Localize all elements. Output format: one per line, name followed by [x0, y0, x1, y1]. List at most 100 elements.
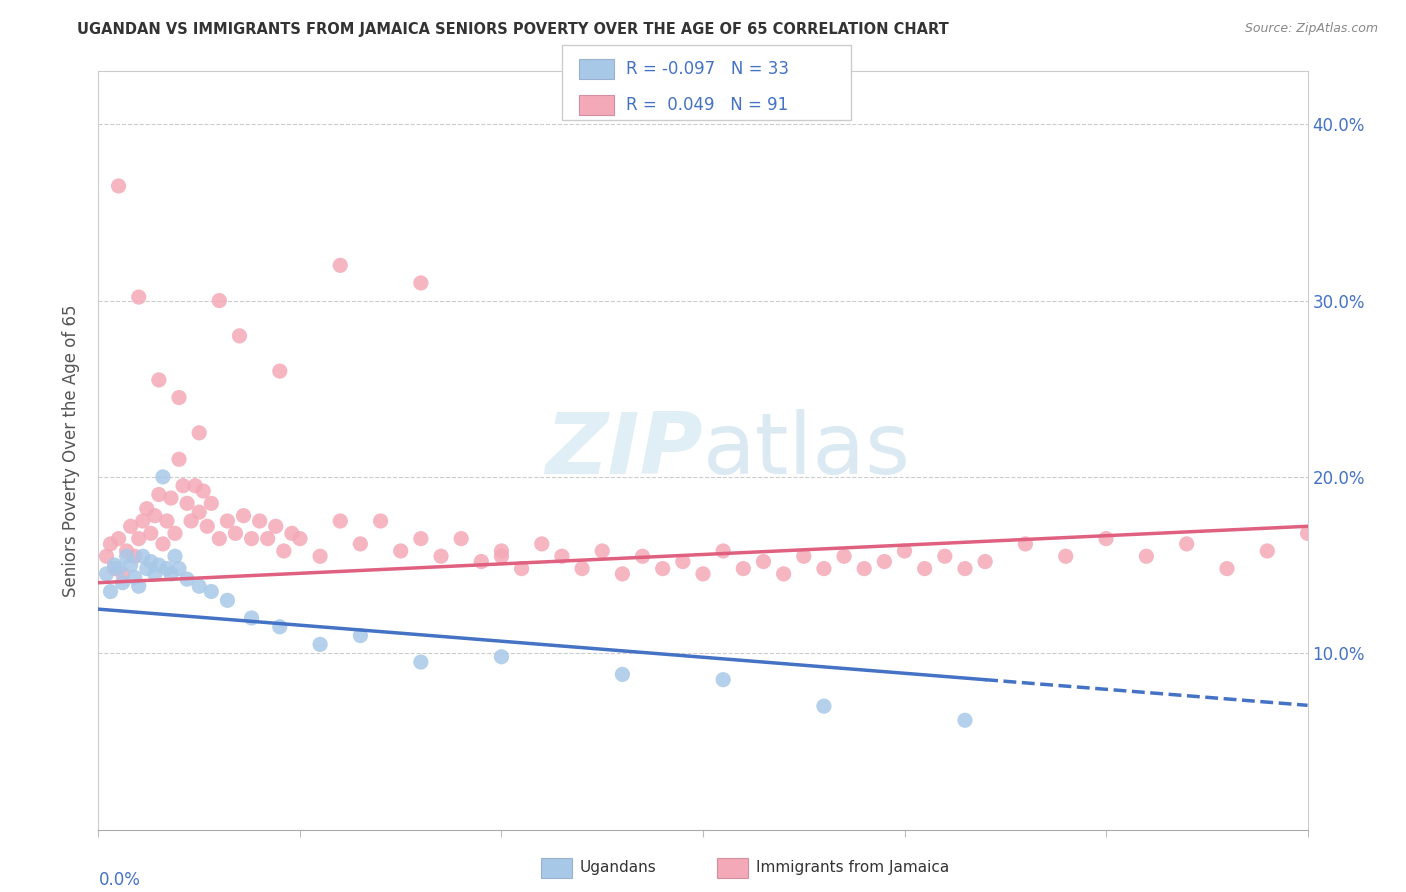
Text: R = -0.097   N = 33: R = -0.097 N = 33: [626, 60, 789, 78]
Text: 0.0%: 0.0%: [98, 871, 141, 889]
Point: [96, 566, 118, 581]
Text: ZIP: ZIP: [546, 409, 703, 492]
Point: [132, 514, 155, 528]
Point: [96, 549, 118, 564]
Point: [1054, 549, 1077, 564]
Point: [132, 549, 155, 564]
Point: [349, 537, 371, 551]
Point: [832, 549, 855, 564]
Point: [491, 549, 513, 564]
Point: [107, 561, 129, 575]
Point: [1095, 532, 1118, 546]
Point: [711, 673, 734, 687]
Point: [631, 549, 654, 564]
Point: [873, 555, 896, 569]
Point: [180, 514, 202, 528]
Point: [176, 572, 198, 586]
Point: [450, 532, 472, 546]
Point: [530, 537, 553, 551]
Point: [1296, 526, 1319, 541]
Point: [120, 558, 142, 572]
Point: [612, 566, 634, 581]
Point: [143, 508, 166, 523]
Point: [813, 561, 835, 575]
Point: [692, 566, 714, 581]
Point: [115, 549, 138, 564]
Point: [389, 544, 412, 558]
Point: [176, 496, 198, 510]
Point: [914, 561, 936, 575]
Point: [893, 544, 915, 558]
Point: [160, 491, 183, 505]
Point: [953, 561, 976, 575]
Point: [128, 579, 150, 593]
Point: [510, 561, 533, 575]
Point: [232, 508, 254, 523]
Point: [188, 579, 211, 593]
Point: [107, 532, 129, 546]
Point: [264, 519, 287, 533]
Point: [103, 558, 125, 572]
Point: [752, 555, 775, 569]
Point: [167, 452, 190, 467]
Point: [124, 549, 146, 564]
Point: [309, 637, 332, 651]
Point: [288, 532, 311, 546]
Point: [111, 566, 134, 581]
Point: [309, 549, 332, 564]
Point: [1216, 561, 1239, 575]
Point: [128, 290, 150, 304]
Point: [651, 561, 673, 575]
Point: [269, 620, 291, 634]
Point: [612, 667, 634, 681]
Point: [269, 364, 291, 378]
Text: Source: ZipAtlas.com: Source: ZipAtlas.com: [1244, 22, 1378, 36]
Point: [1014, 537, 1036, 551]
Point: [491, 649, 513, 664]
Point: [281, 526, 304, 541]
Point: [224, 526, 246, 541]
Point: [1175, 537, 1198, 551]
Point: [156, 514, 179, 528]
Point: [152, 537, 174, 551]
Point: [256, 532, 278, 546]
Point: [128, 532, 150, 546]
Point: [273, 544, 295, 558]
Point: [470, 555, 492, 569]
Point: [672, 555, 695, 569]
Point: [349, 629, 371, 643]
Point: [148, 558, 170, 572]
Point: [329, 258, 352, 272]
Text: UGANDAN VS IMMIGRANTS FROM JAMAICA SENIORS POVERTY OVER THE AGE OF 65 CORRELATIO: UGANDAN VS IMMIGRANTS FROM JAMAICA SENIO…: [77, 22, 949, 37]
Point: [160, 566, 183, 581]
Point: [793, 549, 815, 564]
Point: [115, 544, 138, 558]
Point: [409, 532, 432, 546]
Point: [167, 561, 190, 575]
Point: [591, 544, 613, 558]
Point: [163, 526, 186, 541]
Text: Immigrants from Jamaica: Immigrants from Jamaica: [756, 860, 949, 874]
Text: Ugandans: Ugandans: [579, 860, 657, 874]
Point: [853, 561, 876, 575]
Point: [148, 487, 170, 501]
Point: [163, 549, 186, 564]
Point: [551, 549, 574, 564]
Point: [184, 479, 207, 493]
Point: [953, 713, 976, 727]
Point: [409, 655, 432, 669]
Point: [329, 514, 352, 528]
Point: [143, 566, 166, 581]
Y-axis label: Seniors Poverty Over the Age of 65: Seniors Poverty Over the Age of 65: [62, 304, 80, 597]
Point: [148, 373, 170, 387]
Point: [1256, 544, 1278, 558]
Point: [103, 561, 125, 575]
Point: [711, 544, 734, 558]
Point: [139, 555, 162, 569]
Text: R =  0.049   N = 91: R = 0.049 N = 91: [626, 96, 787, 114]
Point: [571, 561, 593, 575]
Point: [100, 537, 122, 551]
Point: [217, 514, 239, 528]
Point: [200, 584, 222, 599]
Point: [217, 593, 239, 607]
